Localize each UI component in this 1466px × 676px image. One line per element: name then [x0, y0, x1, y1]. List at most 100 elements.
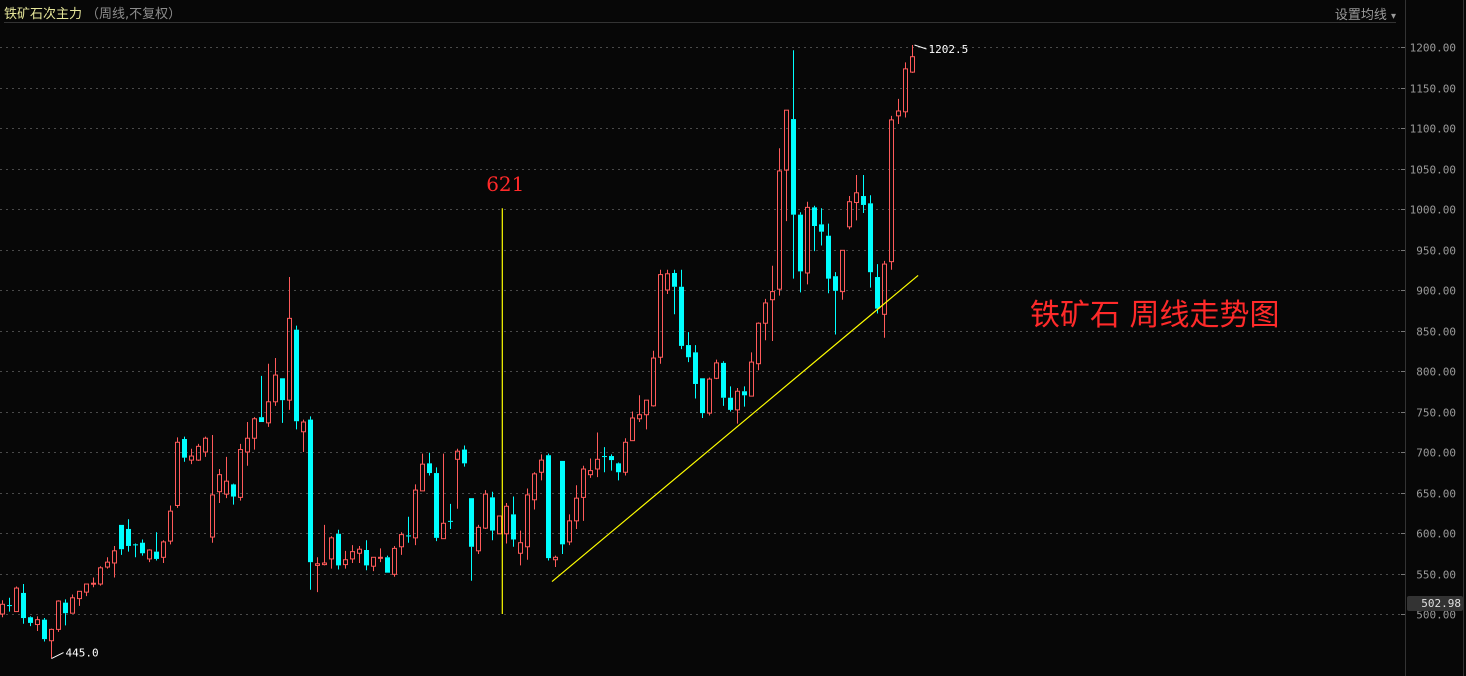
candle-up [329, 536, 334, 569]
candle-up [301, 419, 306, 452]
candle-up [287, 277, 292, 410]
candle-down [21, 584, 26, 624]
candle-body [833, 276, 838, 291]
candle-down [182, 436, 187, 462]
candle-down [140, 539, 145, 556]
set-moving-average-button[interactable]: 设置均线 ▾ [1335, 4, 1396, 23]
candle-body [679, 286, 684, 346]
candle-body [658, 274, 663, 358]
candle-body [910, 56, 915, 73]
candle-down [406, 516, 411, 543]
y-tick-label: 1050.00 [1410, 164, 1456, 177]
candle-down [259, 375, 264, 423]
candle-up [567, 514, 572, 546]
candle-up [651, 350, 656, 407]
candle-down [119, 524, 124, 555]
candle-up [14, 586, 19, 613]
candle-up [854, 174, 859, 221]
candle-body [749, 361, 754, 397]
candle-body [280, 378, 285, 401]
candle-up [595, 432, 600, 478]
candle-up [91, 577, 96, 588]
instrument-name: 铁矿石次主力 [4, 7, 83, 22]
candle-body [756, 322, 761, 365]
candle-up [525, 488, 530, 560]
candle-body [812, 207, 817, 227]
candle-body [70, 597, 75, 614]
candle-body [119, 524, 124, 550]
candle-body [238, 449, 243, 498]
y-tick-label: 1150.00 [1410, 83, 1456, 96]
candle-up [749, 352, 754, 397]
candle-up [532, 472, 537, 510]
candle-down [560, 460, 565, 555]
candle-body [511, 514, 516, 540]
candle-body [455, 450, 460, 460]
candle-up [714, 359, 719, 380]
y-tick-label: 900.00 [1416, 285, 1456, 298]
candle-body [448, 520, 453, 522]
candle-body [21, 592, 26, 619]
candle-down [385, 555, 390, 573]
candle-up [637, 395, 642, 423]
candle-up [98, 566, 103, 586]
y-tick-label: 650.00 [1416, 488, 1456, 501]
candle-up [882, 260, 887, 338]
candle-up [77, 590, 82, 606]
candle-down [679, 269, 684, 350]
candle-body [434, 473, 439, 538]
candle-body [441, 522, 446, 540]
header-divider [4, 22, 1396, 23]
candle-body [91, 582, 96, 585]
ma-button-label: 设置均线 [1334, 8, 1387, 23]
candle-body [469, 498, 474, 547]
candle-body [763, 302, 768, 324]
candle-up [777, 148, 782, 296]
candle-down [294, 325, 299, 430]
candle-body [203, 437, 208, 453]
candle-body [630, 417, 635, 442]
candle-body [294, 329, 299, 422]
candle-body [259, 417, 264, 423]
candle-body [518, 542, 523, 554]
candle-body [854, 192, 859, 204]
candle-body [672, 272, 677, 287]
candle-up [343, 550, 348, 569]
candle-down [280, 378, 285, 423]
candle-body [308, 419, 313, 563]
candle-up [210, 434, 215, 543]
candle-up [588, 458, 593, 478]
candle-body [154, 551, 159, 559]
candle-body [735, 390, 740, 411]
trend-line [551, 274, 919, 583]
y-tick-label: 850.00 [1416, 326, 1456, 339]
candle-down [462, 445, 467, 467]
candle-down [693, 345, 698, 399]
candle-down [798, 212, 803, 293]
candle-body [224, 480, 229, 495]
candle-body [105, 561, 110, 568]
candle-up [399, 532, 404, 555]
candle-body [217, 474, 222, 493]
y-tick-label: 700.00 [1416, 447, 1456, 460]
candle-body [567, 520, 572, 543]
candle-body [532, 473, 537, 501]
candle-body [287, 317, 292, 401]
candle-up [273, 358, 278, 406]
candle-up [245, 422, 250, 466]
candle-up [49, 628, 54, 659]
candle-up [735, 388, 740, 424]
candle-body [112, 550, 117, 564]
candle-body [126, 528, 131, 546]
candle-up [476, 524, 481, 555]
period-info: （周线,不复权） [86, 7, 182, 22]
candle-down [63, 599, 68, 626]
candle-body [714, 362, 719, 379]
candle-up [896, 98, 901, 124]
candle-body [553, 556, 558, 561]
candle-body [182, 439, 187, 458]
chart-title: 铁矿石次主力 （周线,不复权） [4, 3, 181, 22]
candle-down [308, 416, 313, 590]
candle-body [42, 619, 47, 640]
